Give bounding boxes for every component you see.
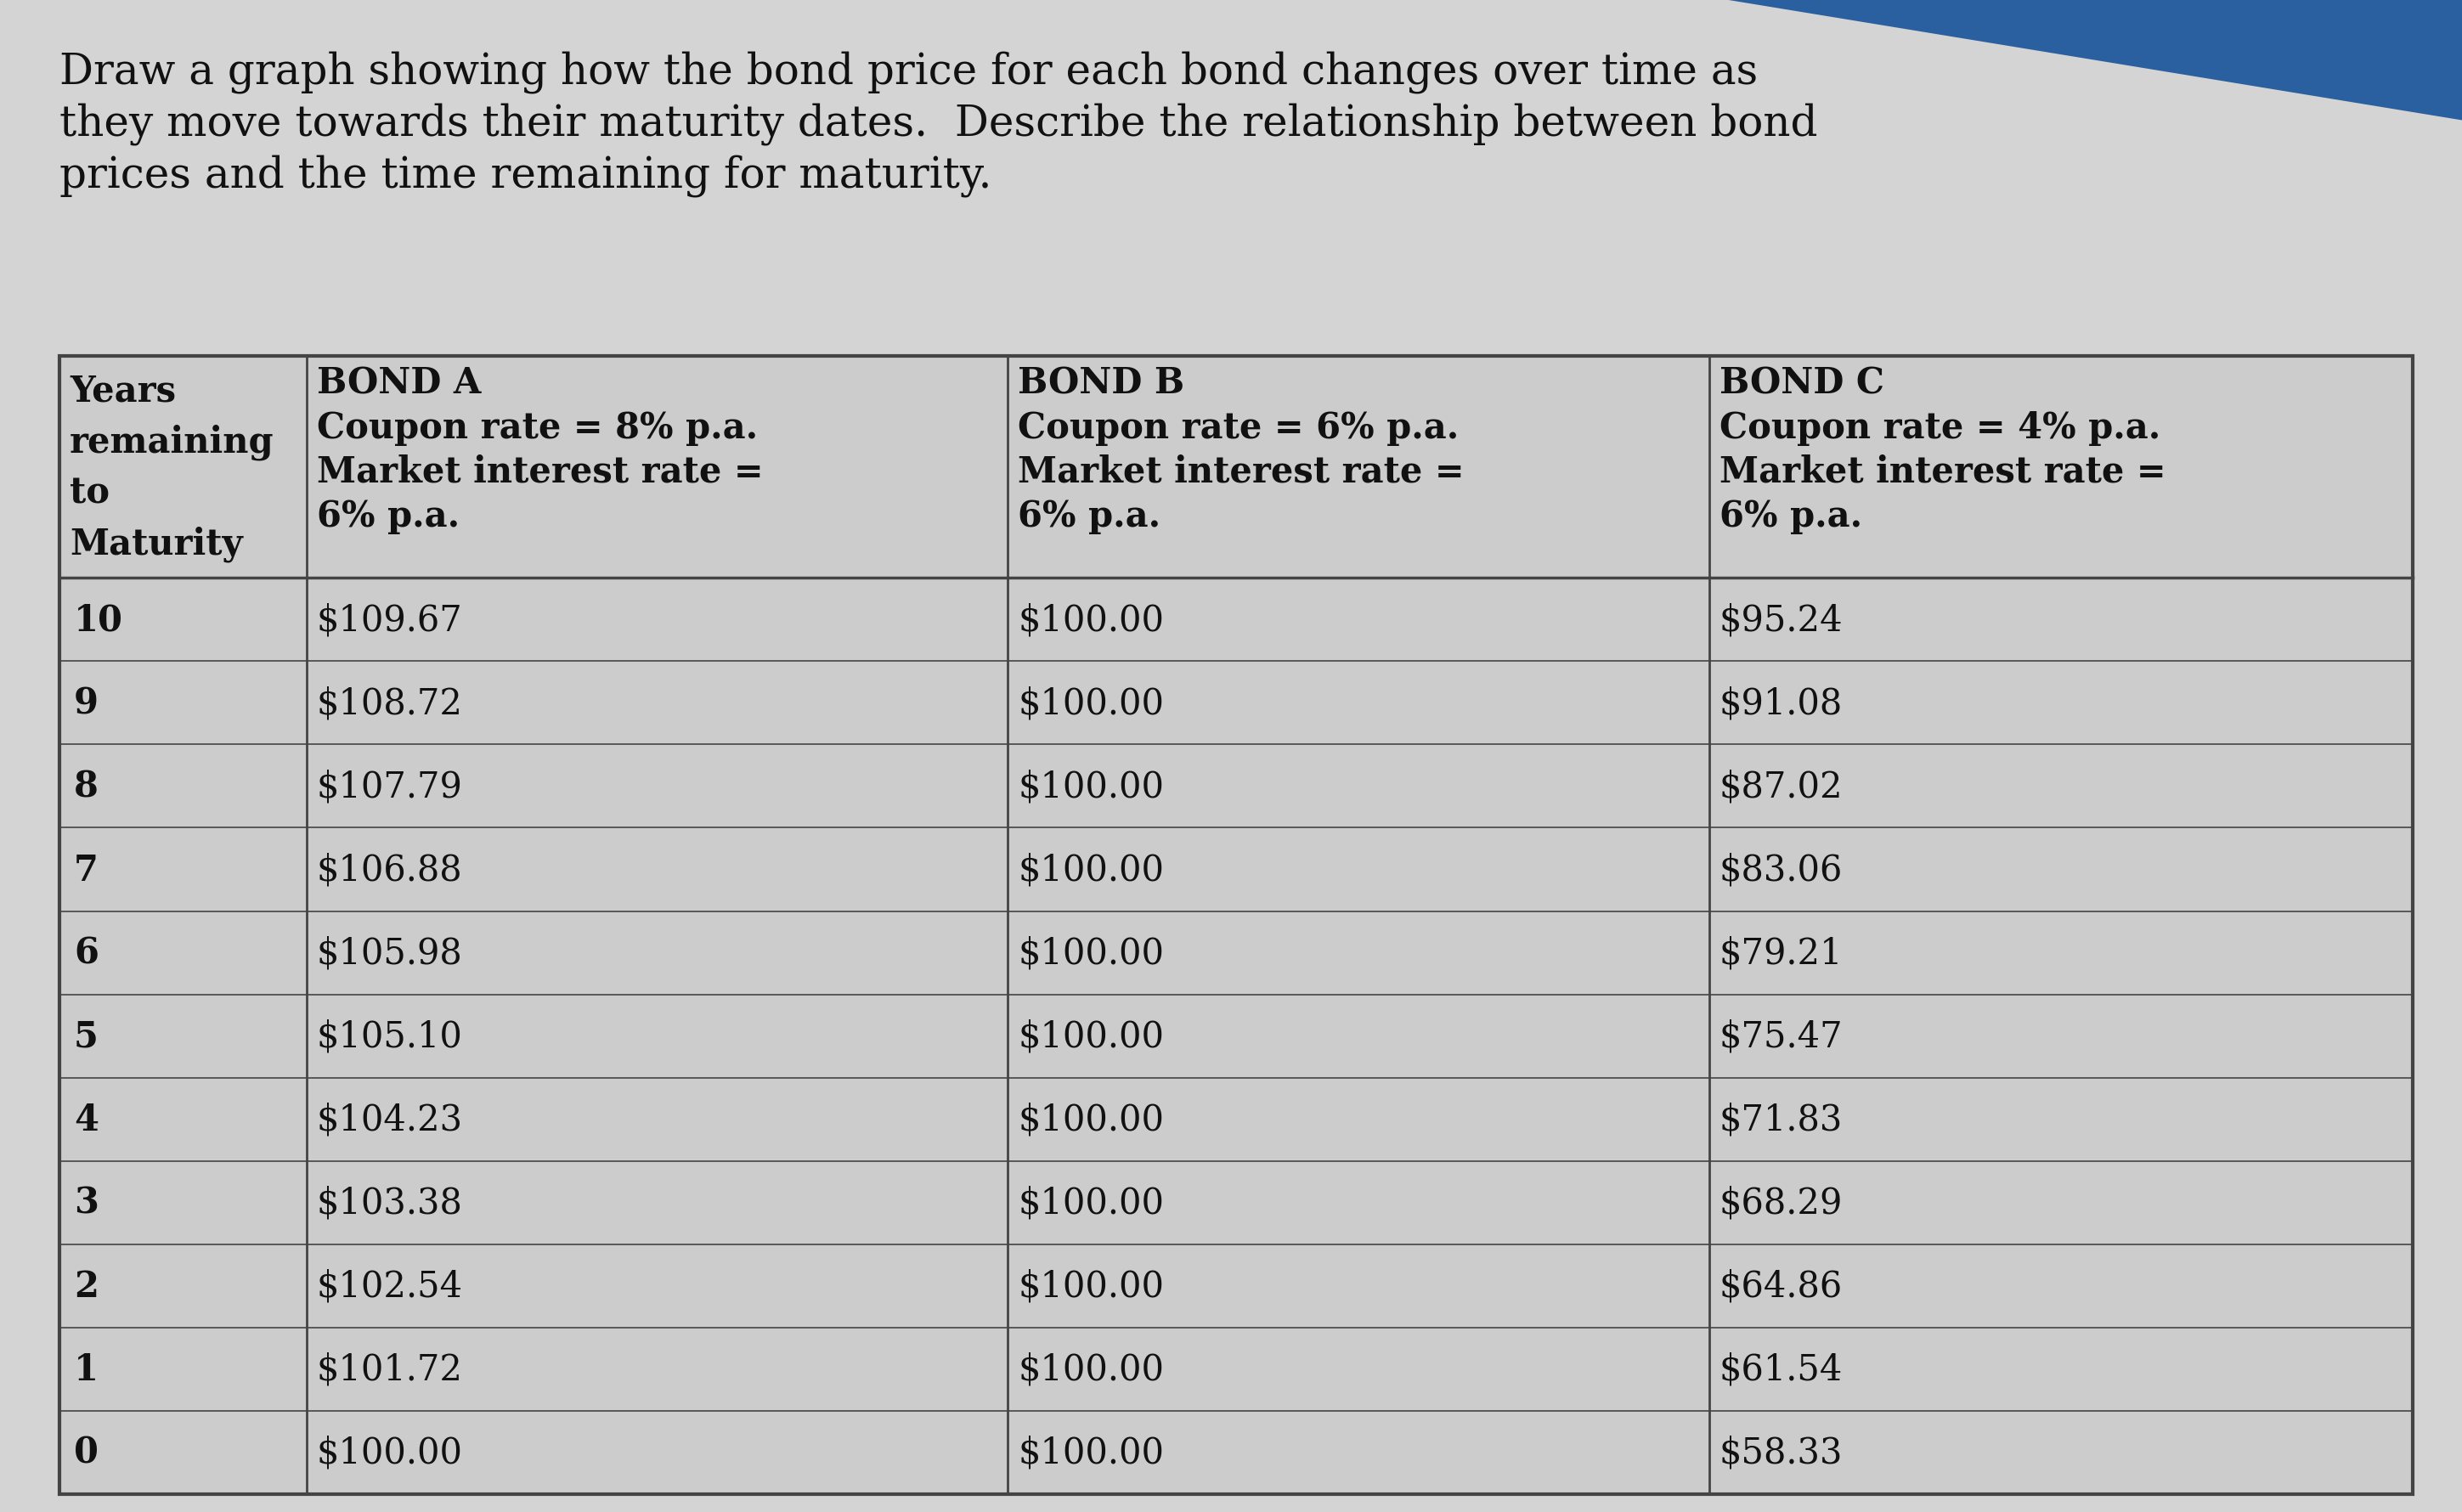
Text: 0: 0	[74, 1435, 98, 1470]
Text: Coupon rate = 8% p.a.: Coupon rate = 8% p.a.	[318, 410, 758, 446]
Text: 10: 10	[74, 602, 123, 638]
Text: $100.00: $100.00	[1017, 602, 1165, 638]
Text: $107.79: $107.79	[318, 768, 463, 804]
Text: $100.00: $100.00	[1017, 1269, 1165, 1303]
Text: 2: 2	[74, 1269, 98, 1303]
Text: Market interest rate =: Market interest rate =	[318, 454, 763, 490]
Text: 4: 4	[74, 1102, 98, 1137]
Text: BOND B: BOND B	[1017, 366, 1184, 401]
Text: $100.00: $100.00	[318, 1435, 463, 1470]
Text: 1: 1	[74, 1352, 98, 1387]
Text: $91.08: $91.08	[1718, 685, 1842, 721]
Text: 3: 3	[74, 1185, 98, 1220]
Text: $68.29: $68.29	[1718, 1185, 1842, 1220]
Text: $79.21: $79.21	[1718, 936, 1844, 971]
Text: 8: 8	[74, 768, 98, 804]
Text: $64.86: $64.86	[1718, 1269, 1842, 1303]
Text: $104.23: $104.23	[318, 1102, 463, 1137]
Text: $100.00: $100.00	[1017, 1435, 1165, 1470]
Text: $100.00: $100.00	[1017, 936, 1165, 971]
Text: $105.98: $105.98	[318, 936, 463, 971]
Text: $95.24: $95.24	[1718, 602, 1844, 638]
Text: 9: 9	[74, 685, 98, 721]
Text: $100.00: $100.00	[1017, 1185, 1165, 1220]
Text: $105.10: $105.10	[318, 1019, 463, 1054]
Text: $61.54: $61.54	[1718, 1352, 1842, 1387]
Text: $106.88: $106.88	[318, 851, 463, 888]
Text: $103.38: $103.38	[318, 1185, 463, 1220]
Text: 6: 6	[74, 936, 98, 971]
Text: $109.67: $109.67	[318, 602, 463, 638]
Text: $100.00: $100.00	[1017, 1352, 1165, 1387]
Text: prices and the time remaining for maturity.: prices and the time remaining for maturi…	[59, 154, 992, 197]
Text: $83.06: $83.06	[1718, 851, 1842, 888]
Text: Coupon rate = 4% p.a.: Coupon rate = 4% p.a.	[1718, 410, 2162, 446]
Text: $100.00: $100.00	[1017, 1102, 1165, 1137]
Text: 6% p.a.: 6% p.a.	[1017, 499, 1162, 534]
Bar	[59, 357, 2413, 1494]
Text: 7: 7	[74, 851, 98, 888]
Text: 6% p.a.: 6% p.a.	[1718, 499, 1861, 534]
Text: $100.00: $100.00	[1017, 851, 1165, 888]
Text: $100.00: $100.00	[1017, 768, 1165, 804]
Text: $102.54: $102.54	[318, 1269, 463, 1303]
Text: $58.33: $58.33	[1718, 1435, 1844, 1470]
Text: they move towards their maturity dates.  Describe the relationship between bond: they move towards their maturity dates. …	[59, 103, 1817, 145]
Text: Maturity: Maturity	[69, 526, 244, 562]
Text: $75.47: $75.47	[1718, 1019, 1844, 1054]
Text: $100.00: $100.00	[1017, 685, 1165, 721]
Text: $87.02: $87.02	[1718, 768, 1844, 804]
Text: Coupon rate = 6% p.a.: Coupon rate = 6% p.a.	[1017, 410, 1460, 446]
Text: BOND C: BOND C	[1718, 366, 1883, 401]
Text: 6% p.a.: 6% p.a.	[318, 499, 460, 534]
Text: to: to	[69, 475, 111, 511]
Text: remaining: remaining	[69, 423, 273, 460]
Text: Years: Years	[69, 373, 175, 408]
Text: $101.72: $101.72	[318, 1352, 463, 1387]
Text: Draw a graph showing how the bond price for each bond changes over time as: Draw a graph showing how the bond price …	[59, 51, 1758, 94]
Text: $108.72: $108.72	[318, 685, 463, 721]
Text: $71.83: $71.83	[1718, 1102, 1842, 1137]
Text: 5: 5	[74, 1019, 98, 1054]
Text: BOND A: BOND A	[318, 366, 480, 401]
Text: Market interest rate =: Market interest rate =	[1017, 454, 1465, 490]
Text: $100.00: $100.00	[1017, 1019, 1165, 1054]
Polygon shape	[1354, 0, 2462, 121]
Text: Market interest rate =: Market interest rate =	[1718, 454, 2167, 490]
Bar	[59, 357, 2413, 1494]
